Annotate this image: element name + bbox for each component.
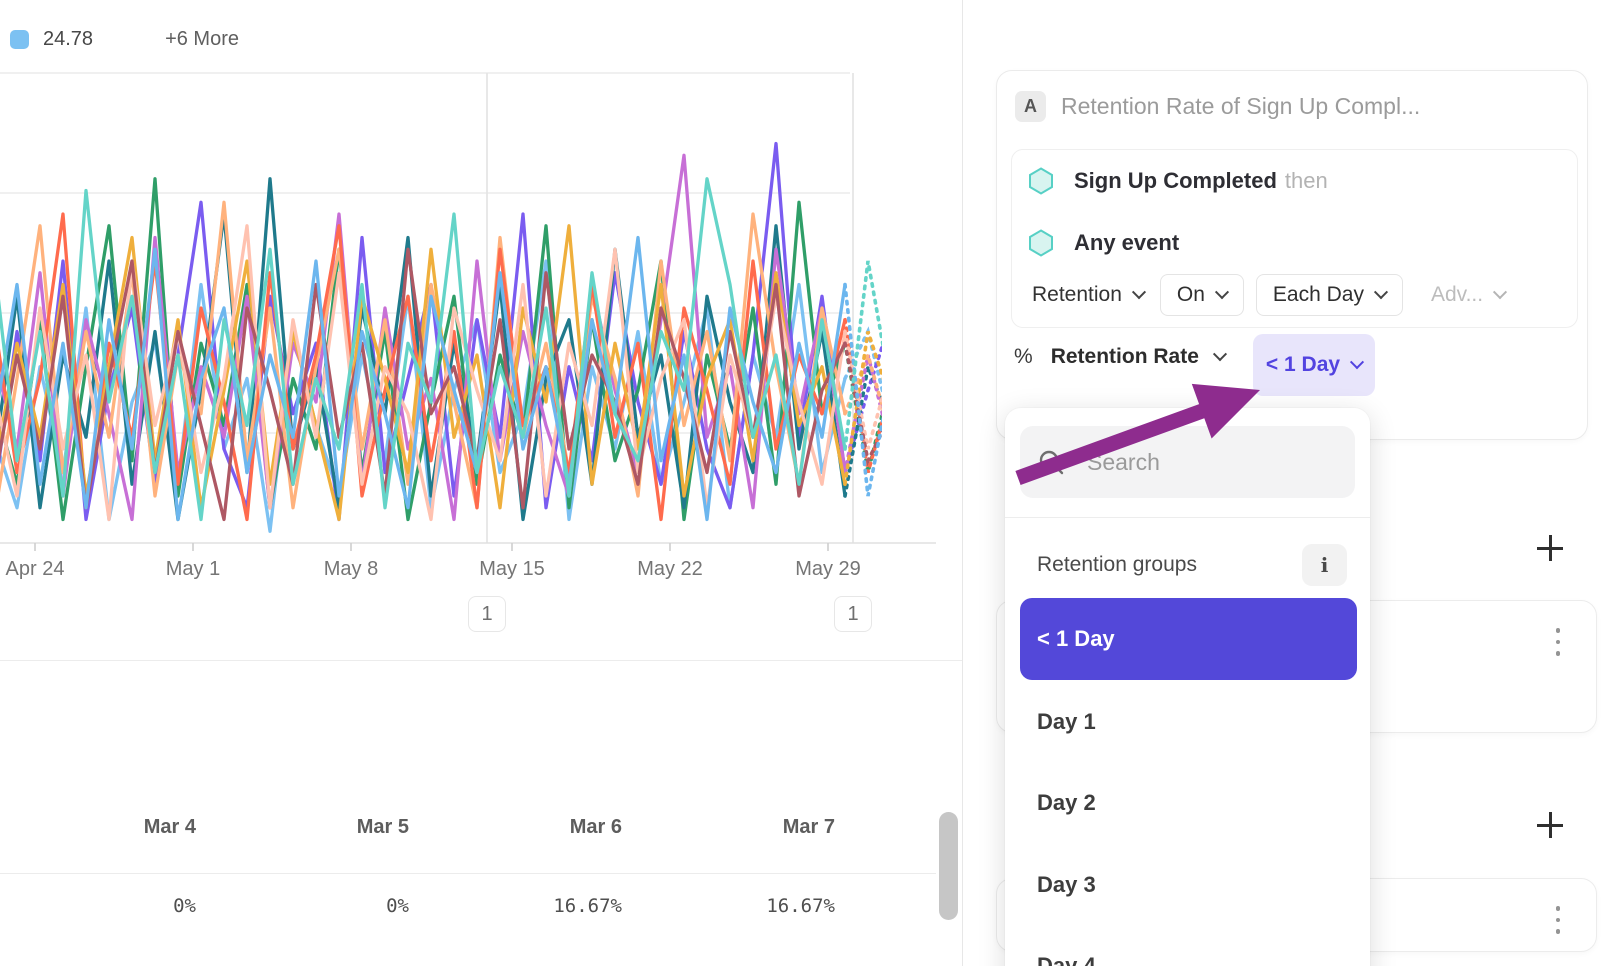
table-column-header: Mar 5 xyxy=(356,816,409,838)
event-hexagon-icon xyxy=(1029,167,1053,195)
chart-annotation-badge[interactable]: 1 xyxy=(834,596,872,632)
event-hexagon-icon xyxy=(1029,229,1053,257)
on-dropdown-button[interactable]: On xyxy=(1159,274,1244,316)
chevron-down-icon xyxy=(1349,355,1365,370)
chevron-down-icon xyxy=(1493,285,1508,300)
table-cell-value: 0% xyxy=(386,895,409,917)
x-axis-label: May 15 xyxy=(479,558,545,580)
add-segment-button[interactable] xyxy=(1536,811,1564,839)
retention-mode-dropdown[interactable]: Retention xyxy=(1028,275,1148,315)
dropdown-item-day-3[interactable]: Day 3 xyxy=(1037,872,1096,897)
event-name[interactable]: Sign Up Completed xyxy=(1074,168,1277,193)
x-axis-label: May 22 xyxy=(637,558,703,580)
chart-series-line xyxy=(0,247,847,522)
table-cell-value: 0% xyxy=(173,895,196,917)
chevron-down-icon xyxy=(1131,285,1146,300)
chart-series-line xyxy=(0,224,847,522)
retention-controls-row: Retention On Each Day Adv... xyxy=(1028,274,1509,316)
x-axis-label: May 29 xyxy=(795,558,861,580)
search-input[interactable] xyxy=(1087,448,1327,476)
chart-series-forecast-dotted xyxy=(843,349,882,416)
legend-more-link[interactable]: +6 More xyxy=(165,28,239,50)
dropdown-item-day-4[interactable]: Day 4 xyxy=(1037,953,1096,966)
retention-groups-header: Retention groups i xyxy=(1037,544,1347,586)
dropdown-item-lt-1-day[interactable]: < 1 Day xyxy=(1020,598,1357,680)
table-cell-value: 16.67% xyxy=(766,895,835,917)
popup-divider xyxy=(1005,517,1370,518)
table-divider xyxy=(0,873,936,874)
event-suffix-then: then xyxy=(1284,168,1328,193)
popup-search-box[interactable] xyxy=(1020,426,1355,498)
retention-rate-dropdown[interactable]: Retention Rate xyxy=(1050,345,1199,368)
table-column-header: Mar 7 xyxy=(782,816,835,838)
add-filter-button[interactable] xyxy=(1536,534,1564,562)
each-day-dropdown-button[interactable]: Each Day xyxy=(1255,274,1403,316)
chart-series-forecast-dotted xyxy=(843,330,882,487)
chevron-down-icon xyxy=(1214,285,1229,300)
vertical-scrollbar[interactable] xyxy=(939,812,958,920)
event-row-any-event[interactable]: Any event xyxy=(1028,228,1179,258)
table-cell-value: 16.67% xyxy=(553,895,622,917)
chevron-down-icon xyxy=(1373,285,1389,300)
chart-annotation-badge[interactable]: 1 xyxy=(468,596,506,632)
retention-bucket-dropdown[interactable]: < 1 Day xyxy=(1253,334,1375,396)
metric-definition-card: A Retention Rate of Sign Up Compl... Sig… xyxy=(996,70,1588,440)
legend-swatch xyxy=(10,30,29,49)
advanced-dropdown[interactable]: Adv... xyxy=(1427,275,1509,315)
event-row-signup[interactable]: Sign Up Completed then xyxy=(1028,166,1328,196)
chart-series-forecast-dotted xyxy=(843,341,882,467)
retention-line-chart xyxy=(0,72,936,551)
table-column-header: Mar 4 xyxy=(143,816,196,838)
x-axis-label: Apr 24 xyxy=(5,558,65,580)
metric-title[interactable]: Retention Rate of Sign Up Compl... xyxy=(1061,93,1421,119)
segment-card-menu-button[interactable] xyxy=(1549,628,1567,656)
legend-series-value[interactable]: 24.78 xyxy=(43,28,94,50)
chevron-down-icon xyxy=(1212,347,1227,362)
chart-series-forecast-dotted xyxy=(843,360,882,498)
event-steps-card: Sign Up Completed then Any event Retentio… xyxy=(1011,149,1578,328)
dropdown-item-day-1[interactable]: Day 1 xyxy=(1037,709,1096,734)
percent-icon: % xyxy=(1014,345,1033,368)
chart-series-forecast-dotted xyxy=(843,260,882,451)
dropdown-item-day-2[interactable]: Day 2 xyxy=(1037,790,1096,815)
chart-series-line xyxy=(0,177,847,522)
x-axis-label: May 8 xyxy=(323,558,379,580)
panel-divider xyxy=(962,0,963,966)
info-icon[interactable]: i xyxy=(1302,544,1347,586)
table-column-header: Mar 6 xyxy=(569,816,622,838)
section-divider xyxy=(0,660,962,661)
chart-series-forecast-dotted xyxy=(843,329,882,450)
segment-card-2-menu-button[interactable] xyxy=(1549,906,1567,934)
chart-series-forecast-dotted xyxy=(843,282,882,497)
search-icon xyxy=(1039,450,1064,474)
chart-series-line xyxy=(0,235,847,522)
retention-groups-popup: Retention groups i < 1 Day Day 1 Day 2 D… xyxy=(1005,408,1370,966)
measure-row: % Retention Rate xyxy=(1014,345,1227,369)
retention-groups-label: Retention groups xyxy=(1037,553,1197,576)
metric-a-badge: A xyxy=(1015,91,1046,122)
chart-legend: 24.78 +6 More xyxy=(10,28,239,51)
x-axis-label: May 1 xyxy=(165,558,221,580)
event-name[interactable]: Any event xyxy=(1074,230,1180,255)
